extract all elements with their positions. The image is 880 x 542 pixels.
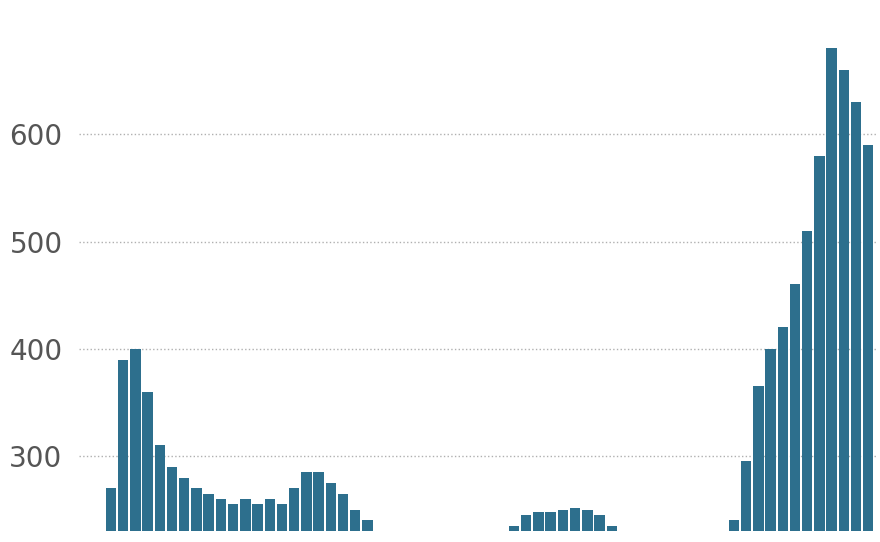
- Bar: [533, 512, 544, 542]
- Bar: [191, 488, 202, 542]
- Bar: [130, 349, 141, 542]
- Bar: [143, 392, 153, 542]
- Bar: [228, 505, 238, 542]
- Bar: [741, 461, 752, 542]
- Bar: [729, 520, 739, 542]
- Bar: [301, 472, 312, 542]
- Bar: [619, 537, 629, 542]
- Bar: [496, 537, 507, 542]
- Bar: [814, 156, 825, 542]
- Bar: [583, 509, 592, 542]
- Bar: [606, 526, 617, 542]
- Bar: [350, 509, 361, 542]
- Bar: [313, 472, 324, 542]
- Bar: [167, 467, 177, 542]
- Bar: [363, 520, 372, 542]
- Bar: [277, 505, 287, 542]
- Bar: [766, 349, 776, 542]
- Bar: [570, 507, 580, 542]
- Bar: [240, 499, 251, 542]
- Bar: [778, 327, 788, 542]
- Bar: [265, 499, 275, 542]
- Bar: [253, 505, 263, 542]
- Bar: [789, 285, 800, 542]
- Bar: [863, 145, 874, 542]
- Bar: [118, 359, 128, 542]
- Bar: [509, 526, 519, 542]
- Bar: [546, 512, 556, 542]
- Bar: [851, 102, 862, 542]
- Bar: [338, 494, 348, 542]
- Bar: [753, 386, 764, 542]
- Bar: [594, 515, 605, 542]
- Bar: [106, 488, 116, 542]
- Bar: [326, 483, 336, 542]
- Bar: [802, 231, 812, 542]
- Bar: [521, 515, 532, 542]
- Bar: [203, 494, 214, 542]
- Bar: [179, 478, 189, 542]
- Bar: [826, 48, 837, 542]
- Bar: [216, 499, 226, 542]
- Bar: [155, 446, 165, 542]
- Bar: [839, 70, 849, 542]
- Bar: [558, 509, 568, 542]
- Bar: [289, 488, 299, 542]
